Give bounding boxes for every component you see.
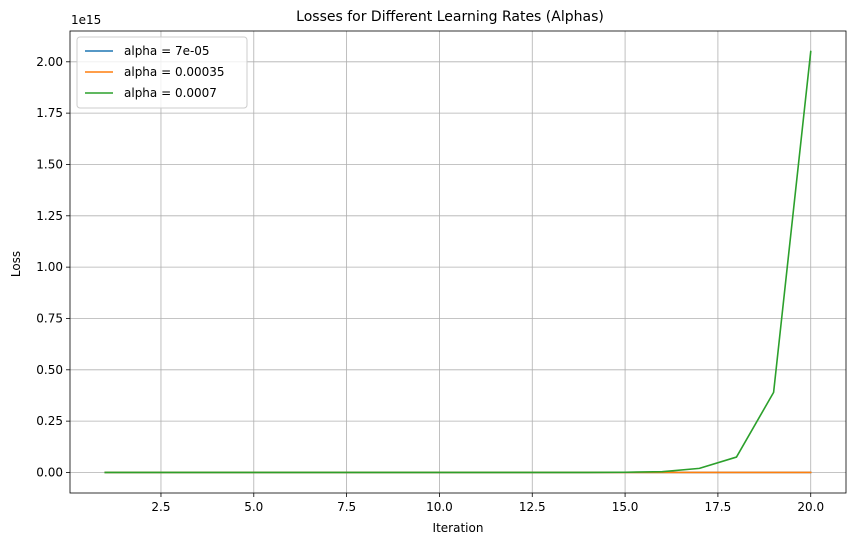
x-tick-label: 17.5 bbox=[705, 500, 732, 514]
plot-area-frame bbox=[69, 30, 847, 494]
y-tick-label: 1.75 bbox=[36, 106, 63, 120]
y-tick-label: 0.50 bbox=[36, 363, 63, 377]
series-lines bbox=[104, 50, 812, 474]
chart-title: Losses for Different Learning Rates (Alp… bbox=[296, 9, 604, 25]
y-axis-label: Loss bbox=[9, 251, 23, 277]
x-tick-label: 20.0 bbox=[797, 500, 824, 514]
y-tick-label: 2.00 bbox=[36, 55, 63, 69]
x-tick-label: 2.5 bbox=[151, 500, 170, 514]
x-tick-label: 15.0 bbox=[612, 500, 639, 514]
y-tick-label: 0.25 bbox=[36, 414, 63, 428]
axis-ticks: 2.5 5.0 7.5 10.0 12.5 15.0 17.5 20.0 0.00 0.25 0.5… bbox=[36, 55, 824, 514]
x-tick-label: 10.0 bbox=[426, 500, 453, 514]
y-tick-label: 0.00 bbox=[36, 465, 63, 479]
y-tick-label: 1.50 bbox=[36, 157, 63, 171]
y-tick-label: 1.00 bbox=[36, 260, 63, 274]
y-axis-offset-label: 1e15 bbox=[71, 13, 101, 27]
grid bbox=[70, 31, 846, 493]
x-tick-label: 7.5 bbox=[337, 500, 356, 514]
y-tick-label: 1.25 bbox=[36, 209, 63, 223]
legend-label: alpha = 0.0007 bbox=[124, 86, 217, 100]
x-tick-label: 5.0 bbox=[244, 500, 263, 514]
legend: alpha = 7e-05 alpha = 0.00035 alpha = 0.00… bbox=[76, 36, 248, 109]
x-tick-label: 12.5 bbox=[519, 500, 546, 514]
y-tick-label: 0.75 bbox=[36, 311, 63, 325]
legend-label: alpha = 7e-05 bbox=[124, 44, 210, 58]
x-axis-label: Iteration bbox=[433, 521, 484, 535]
series-line-2 bbox=[104, 50, 812, 474]
legend-label: alpha = 0.00035 bbox=[124, 65, 225, 79]
legend-box bbox=[76, 36, 248, 109]
